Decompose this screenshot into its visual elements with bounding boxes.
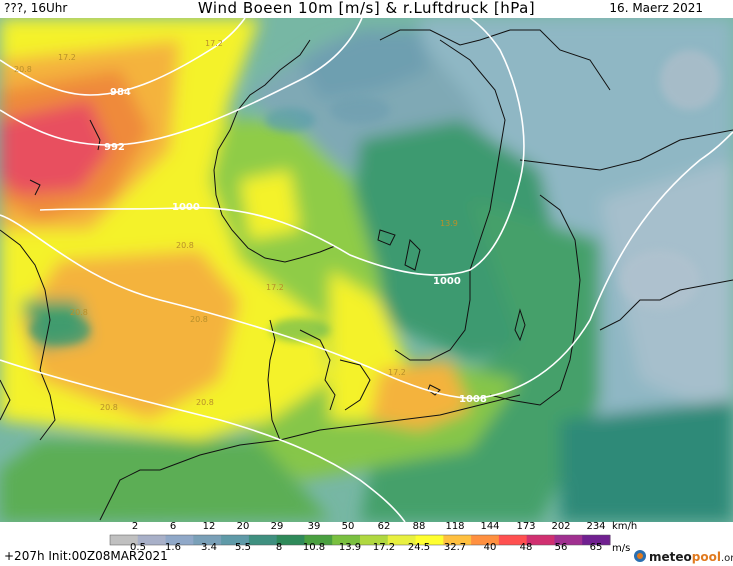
isobar-labels: 984 992 1000 1000 1008 — [104, 87, 487, 405]
coastlines — [0, 29, 733, 521]
scale-color-cell — [526, 535, 555, 545]
ms-tick-label: 0.5 — [130, 542, 146, 553]
kmh-unit: km/h — [612, 521, 638, 532]
scale-color-cell — [110, 535, 139, 545]
isobar-label: 1000 — [433, 276, 461, 287]
scale-color-cell — [332, 535, 361, 545]
scale-color-cell — [471, 535, 500, 545]
gust-field — [0, 18, 733, 522]
ms-tick-label: 1.6 — [165, 542, 181, 553]
forecast-time: ???, 16Uhr — [4, 1, 68, 15]
contour-labels: 17.2 17.2 17.2 17.2 20.8 20.8 20.8 20.8 … — [14, 39, 458, 412]
scale-color-cell — [193, 535, 222, 545]
isobar-label: 1008 — [459, 394, 487, 405]
ms-tick-label: 3.4 — [201, 542, 217, 553]
ms-unit: m/s — [612, 543, 631, 554]
isobar-label: 992 — [104, 142, 125, 153]
meteopool-logo-icon — [634, 550, 646, 562]
kmh-tick-label: 12 — [202, 521, 216, 532]
ms-tick-label: 17.2 — [372, 542, 396, 553]
valid-date: 16. Maerz 2021 — [609, 1, 703, 15]
contour-label: 20.8 — [100, 403, 118, 412]
scale-color-cell — [443, 535, 472, 545]
legend-footer: 2 6 12 20 29 39 50 62 88 118 144 173 202 234 km/h 0.5… — [0, 521, 733, 566]
kmh-tick-label: 234 — [586, 521, 606, 532]
ms-tick-label: 40 — [483, 542, 497, 553]
isobar-label: 984 — [110, 87, 131, 98]
scale-color-cell — [360, 535, 389, 545]
kmh-tick-label: 29 — [270, 521, 284, 532]
brand-part-2: pool — [691, 550, 721, 564]
header: ???, 16Uhr Wind Boeen 10m [m/s] & r.Luft… — [0, 0, 733, 18]
kmh-tick-label: 20 — [236, 521, 250, 532]
scale-color-cell — [387, 535, 417, 545]
kmh-tick-label: 88 — [412, 521, 426, 532]
ms-tick-label: 48 — [519, 542, 533, 553]
scale-color-cell — [554, 535, 583, 545]
kmh-tick-label: 62 — [377, 521, 391, 532]
contour-label: 20.8 — [14, 65, 32, 74]
kmh-tick-label: 173 — [516, 521, 536, 532]
ms-tick-label: 24.5 — [407, 542, 431, 553]
ms-tick-label: 32.7 — [443, 542, 467, 553]
wind-gust-map: 984 992 1000 1000 1008 17.2 17.2 17.2 17… — [0, 18, 733, 522]
contour-label: 20.8 — [176, 241, 194, 250]
scale-color-cell — [415, 535, 444, 545]
map-title: Wind Boeen 10m [m/s] & r.Luftdruck [hPa] — [197, 0, 536, 17]
contour-label: 17.2 — [58, 53, 76, 62]
ms-tick-label: 56 — [554, 542, 568, 553]
kmh-tick-label: 39 — [307, 521, 321, 532]
scale-color-cell — [498, 535, 528, 545]
scale-color-cell — [221, 535, 250, 545]
brand-name: meteopool.org — [649, 550, 733, 564]
init-time: +207h Init:00Z08MAR2021 — [4, 549, 168, 563]
contour-label: 13.9 — [440, 219, 458, 228]
kmh-tick-label: 118 — [445, 521, 465, 532]
scale-color-cell — [304, 535, 333, 545]
contour-label: 17.2 — [266, 283, 284, 292]
scale-color-cell — [137, 535, 167, 545]
contour-label: 20.8 — [190, 315, 208, 324]
brand-part-3: .org — [720, 553, 733, 564]
contour-label: 20.8 — [196, 398, 214, 407]
contour-label: 17.2 — [388, 368, 406, 377]
contour-label: 17.2 — [205, 39, 223, 48]
scale-color-cell — [582, 535, 611, 545]
kmh-tick-label: 144 — [480, 521, 500, 532]
kmh-tick-label: 6 — [169, 521, 177, 532]
ms-tick-label: 65 — [589, 542, 603, 553]
isobar-label: 1000 — [172, 202, 200, 213]
ms-tick-label: 5.5 — [235, 542, 251, 553]
scale-color-cell — [165, 535, 194, 545]
kmh-tick-label: 202 — [551, 521, 571, 532]
scale-color-cell — [248, 535, 278, 545]
isobars — [0, 18, 733, 522]
ms-tick-label: 10.8 — [302, 542, 326, 553]
kmh-tick-label: 50 — [341, 521, 355, 532]
ms-tick-label: 13.9 — [338, 542, 362, 553]
brand-part-1: meteo — [649, 550, 692, 564]
kmh-tick-label: 2 — [131, 521, 139, 532]
color-scale — [109, 534, 611, 546]
scale-color-cell — [276, 535, 305, 545]
contour-label: 20.8 — [70, 308, 88, 317]
ms-tick-label: 8 — [275, 542, 283, 553]
